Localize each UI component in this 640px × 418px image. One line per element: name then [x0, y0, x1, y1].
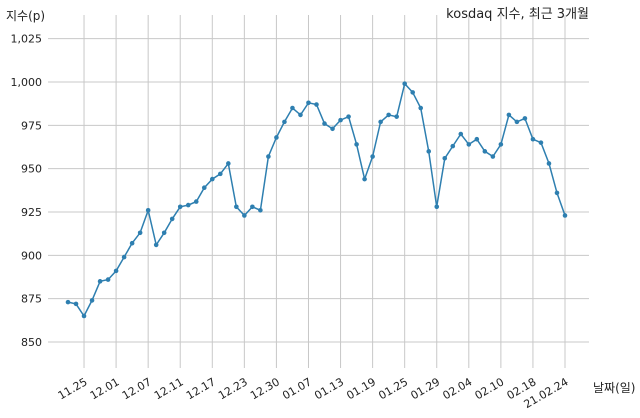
- data-point: [386, 112, 391, 118]
- chart-title: kosdaq 지수, 최근 3개월: [446, 7, 589, 22]
- data-point: [209, 176, 215, 182]
- x-tick-label: 01.19: [344, 375, 378, 402]
- x-tick-label: 01.13: [312, 375, 346, 402]
- data-point: [113, 268, 119, 274]
- data-point: [290, 105, 295, 111]
- data-point: [538, 140, 544, 145]
- data-point: [514, 119, 520, 125]
- data-point: [226, 161, 231, 166]
- data-point: [89, 298, 95, 303]
- x-tick-label: 12.30: [248, 375, 282, 402]
- data-point: [418, 105, 424, 111]
- data-point: [193, 199, 199, 204]
- data-point: [169, 216, 175, 222]
- data-point: [426, 149, 432, 154]
- data-point: [394, 114, 399, 119]
- y-tick-label: 875: [21, 293, 42, 306]
- data-point: [258, 207, 263, 213]
- x-axis-title: 날짜(일): [593, 381, 635, 395]
- data-point: [129, 240, 135, 246]
- data-point: [458, 131, 464, 137]
- y-tick-label: 900: [21, 249, 42, 262]
- x-tick-label: 12.01: [88, 375, 122, 402]
- data-point: [201, 185, 207, 191]
- x-tick-label: 12.17: [184, 375, 218, 402]
- data-point: [274, 135, 279, 140]
- x-tick-label: 11.25: [56, 375, 90, 402]
- y-tick-labels: 850 875 900 925 950 975 1,000 1,025: [11, 33, 43, 349]
- y-axis-title: 지수(p): [6, 9, 45, 23]
- x-tick-label: 12.23: [216, 375, 250, 402]
- data-point: [346, 114, 351, 119]
- data-point: [378, 119, 383, 125]
- data-point: [282, 119, 287, 125]
- x-tick-label: 01.29: [408, 375, 442, 402]
- x-gridlines: [83, 15, 566, 368]
- y-tick-label: 1,025: [11, 33, 43, 46]
- data-point: [153, 242, 159, 248]
- data-point: [466, 142, 472, 147]
- data-point: [161, 230, 167, 236]
- data-point: [73, 301, 79, 307]
- data-point: [242, 213, 247, 218]
- data-point: [490, 154, 496, 159]
- data-point: [474, 136, 480, 142]
- data-point: [482, 149, 488, 154]
- data-point: [250, 204, 255, 210]
- data-point: [306, 100, 311, 106]
- x-tick-label: 01.07: [280, 375, 314, 402]
- data-point: [298, 112, 303, 118]
- x-tick-label: 12.11: [152, 375, 186, 402]
- x-tick-label: 02.04: [441, 375, 475, 402]
- data-point: [322, 121, 327, 126]
- data-point: [218, 171, 223, 177]
- data-point: [266, 154, 271, 159]
- data-point: [314, 102, 319, 107]
- x-tick-label: 01.25: [376, 375, 410, 402]
- data-point: [546, 161, 552, 166]
- series-points: [65, 81, 568, 319]
- data-point: [498, 142, 504, 147]
- y-tick-label: 925: [21, 206, 42, 219]
- data-point: [81, 313, 87, 319]
- y-tick-label: 975: [21, 119, 42, 132]
- y-tick-label: 950: [21, 163, 42, 176]
- data-point: [105, 277, 111, 282]
- data-point: [506, 112, 512, 118]
- data-point: [354, 142, 359, 147]
- data-point: [410, 90, 415, 95]
- x-tick-labels: 11.2512.0112.0712.1112.1712.2312.3001.07…: [56, 375, 571, 411]
- data-point: [234, 204, 239, 210]
- data-point: [442, 155, 448, 161]
- series-line: [67, 82, 566, 318]
- data-point: [434, 204, 440, 210]
- x-tick-label: 02.10: [473, 375, 507, 402]
- data-point: [370, 154, 375, 159]
- data-point: [185, 202, 191, 208]
- data-point: [450, 143, 456, 149]
- x-tick-label: 12.07: [120, 375, 154, 402]
- data-point: [530, 136, 536, 142]
- y-tick-label: 1,000: [11, 76, 43, 89]
- data-point: [330, 126, 335, 132]
- y-gridlines: [48, 38, 589, 343]
- data-point: [121, 254, 127, 260]
- data-point: [137, 230, 143, 236]
- data-point: [554, 190, 560, 196]
- data-point: [97, 279, 103, 284]
- data-point: [562, 213, 568, 218]
- data-point: [177, 204, 183, 210]
- data-point: [402, 81, 407, 87]
- data-point: [338, 117, 343, 123]
- data-point: [522, 116, 528, 121]
- data-point: [65, 299, 71, 305]
- data-point: [145, 207, 151, 213]
- data-point: [362, 176, 367, 182]
- y-tick-label: 850: [21, 336, 42, 349]
